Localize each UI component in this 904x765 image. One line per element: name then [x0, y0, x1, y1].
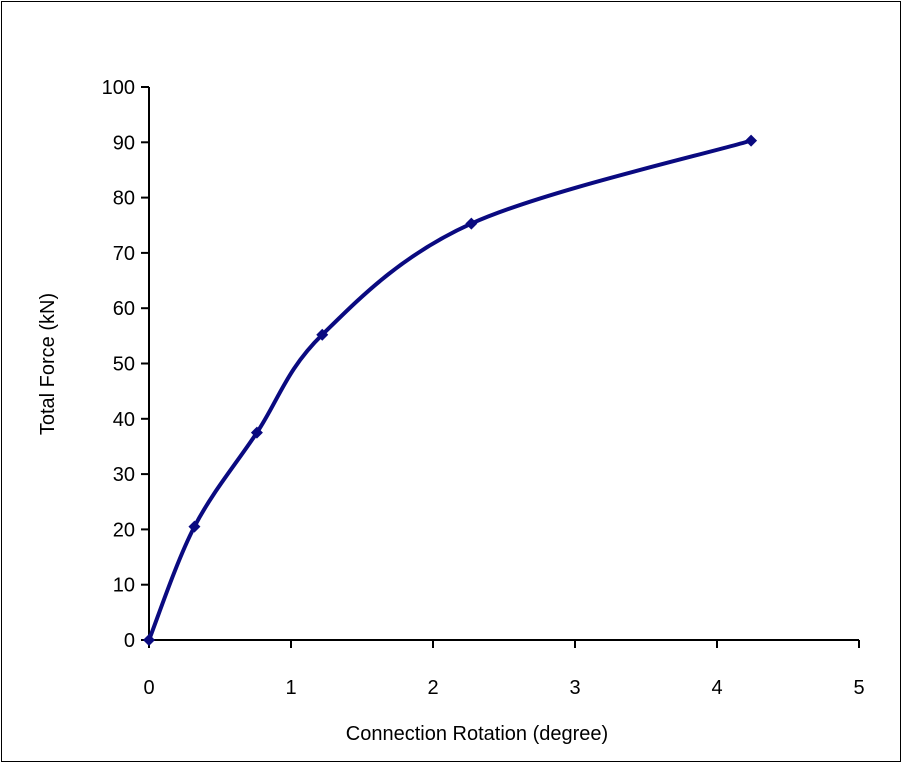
- data-point-marker: [745, 134, 758, 147]
- y-tick-label: 100: [102, 77, 135, 99]
- y-tick-label: 30: [113, 464, 135, 486]
- axes: [148, 87, 859, 641]
- y-tick-label: 60: [113, 298, 135, 320]
- y-tick-label: 20: [113, 519, 135, 541]
- data-point-marker: [465, 217, 478, 230]
- x-tick-label: 3: [569, 677, 580, 699]
- y-tick-label: 50: [113, 354, 135, 376]
- data-point-marker: [188, 520, 201, 533]
- x-tick-label: 0: [143, 677, 154, 699]
- y-tick-label: 40: [113, 409, 135, 431]
- x-ticks: 0 1 2 3 4 5: [143, 640, 865, 699]
- x-tick-label: 5: [853, 677, 864, 699]
- y-axis-title: Total Force (kN): [37, 293, 59, 435]
- y-tick-label: 90: [113, 132, 135, 154]
- data-point-marker: [316, 328, 329, 341]
- series-line: [147, 138, 752, 641]
- y-tick-label: 10: [113, 575, 135, 597]
- series-layer: [143, 134, 758, 646]
- y-tick-label: 70: [113, 243, 135, 265]
- y-tick-label: 80: [113, 188, 135, 210]
- data-point-marker: [250, 426, 263, 439]
- x-tick-label: 2: [427, 677, 438, 699]
- x-tick-label: 4: [711, 677, 722, 699]
- data-point-marker: [143, 634, 155, 646]
- x-tick-label: 1: [285, 677, 296, 699]
- y-tick-label: 0: [124, 630, 135, 652]
- x-axis-title: Connection Rotation (degree): [346, 723, 608, 745]
- y-ticks: 0 10 20 30 40 50 60 70 80 90 100: [102, 77, 149, 652]
